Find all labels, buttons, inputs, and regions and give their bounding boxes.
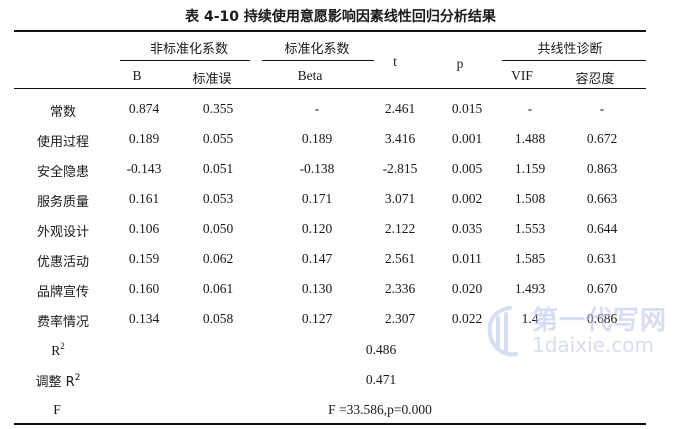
- cell-b: 0.160: [128, 281, 160, 296]
- cell-t: 2.307: [384, 311, 416, 326]
- cell-tol: 0.644: [586, 221, 618, 236]
- cell-vif: 1.585: [514, 251, 546, 266]
- row-label: 安全隐患: [36, 165, 90, 180]
- cell-se: 0.051: [202, 161, 234, 176]
- cell-b: -0.143: [126, 161, 162, 176]
- cell-beta: 0.147: [301, 251, 333, 266]
- f-label: F: [53, 402, 61, 417]
- cell-p: 0.035: [451, 221, 483, 236]
- header-b: B: [132, 68, 142, 83]
- row-label: 品牌宣传: [36, 285, 90, 300]
- cell-vif: 1.493: [514, 281, 546, 296]
- cell-tol: -: [599, 101, 605, 116]
- cell-vif: 1.488: [514, 131, 546, 146]
- cell-beta: 0.189: [301, 131, 333, 146]
- cell-tol: 0.663: [586, 191, 618, 206]
- cell-vif: 1.159: [514, 161, 546, 176]
- cell-p: 0.015: [451, 101, 483, 116]
- top-rule: [14, 30, 646, 32]
- cell-se: 0.053: [202, 191, 234, 206]
- bottom-rule: [14, 423, 646, 425]
- header-tol: 容忍度: [575, 72, 615, 87]
- adj-r2-value: 0.471: [365, 372, 397, 387]
- cell-p: 0.022: [451, 311, 483, 326]
- cell-b: 0.106: [128, 221, 160, 236]
- row-label: 外观设计: [36, 225, 90, 240]
- cell-tol: 0.672: [586, 131, 618, 146]
- f-value: F =33.586,p=0.000: [328, 402, 432, 417]
- cell-tol: 0.670: [586, 281, 618, 296]
- cell-se: 0.058: [202, 311, 234, 326]
- cell-t: 3.071: [384, 191, 416, 206]
- cell-se: 0.061: [202, 281, 234, 296]
- watermark-cn: 第一代写网: [532, 306, 668, 336]
- cell-beta: -0.138: [299, 161, 335, 176]
- cell-t: -2.815: [382, 161, 418, 176]
- r2-label: R2: [51, 341, 65, 358]
- cell-tol: 0.686: [586, 311, 618, 326]
- header-p: p: [456, 56, 464, 71]
- watermark-en: 1daixie.com: [532, 333, 655, 357]
- cell-t: 3.416: [384, 131, 416, 146]
- header-vif: VIF: [511, 68, 533, 83]
- header-se: 标准误: [192, 72, 232, 87]
- header-unstd: 非标准化系数: [149, 42, 229, 57]
- cell-b: 0.159: [128, 251, 160, 266]
- cell-p: 0.020: [451, 281, 483, 296]
- header-coll: 共线性诊断: [537, 42, 603, 57]
- row-label: 费率情况: [36, 315, 90, 330]
- cell-se: 0.050: [202, 221, 234, 236]
- cell-b: 0.189: [128, 131, 160, 146]
- cell-beta: 0.130: [301, 281, 333, 296]
- watermark: 第一代写网 1daixie.com: [480, 300, 680, 360]
- cell-b: 0.161: [128, 191, 160, 206]
- cell-vif: 1.4: [521, 311, 539, 326]
- cell-se: 0.062: [202, 251, 234, 266]
- table-title: 表 4-10 持续使用意愿影响因素线性回归分析结果: [185, 9, 496, 25]
- row-label: 优惠活动: [36, 255, 90, 270]
- cell-tol: 0.863: [586, 161, 618, 176]
- cell-t: 2.122: [384, 221, 416, 236]
- header-std: 标准化系数: [284, 42, 350, 57]
- std-underline: [262, 60, 374, 61]
- cell-beta: 0.127: [301, 311, 333, 326]
- cell-t: 2.561: [384, 251, 416, 266]
- row-label: 服务质量: [36, 195, 90, 210]
- cell-p: 0.002: [451, 191, 483, 206]
- header-t: t: [393, 54, 397, 69]
- cell-vif: 1.508: [514, 191, 546, 206]
- unstd-underline: [120, 60, 250, 61]
- cell-vif: -: [527, 101, 533, 116]
- r2-value: 0.486: [365, 342, 397, 357]
- cell-t: 2.461: [384, 101, 416, 116]
- row-label: 使用过程: [36, 135, 90, 150]
- cell-beta: 0.120: [301, 221, 333, 236]
- cell-p: 0.001: [451, 131, 483, 146]
- cell-tol: 0.631: [586, 251, 618, 266]
- cell-beta: 0.171: [301, 191, 333, 206]
- cell-se: 0.055: [202, 131, 234, 146]
- cell-se: 0.355: [202, 101, 234, 116]
- header-bottom-rule: [14, 88, 646, 89]
- cell-p: 0.005: [451, 161, 483, 176]
- adj-r2-label: 调整 R2: [35, 373, 81, 390]
- coll-underline: [502, 60, 646, 61]
- cell-t: 2.336: [384, 281, 416, 296]
- cell-b: 0.874: [128, 101, 160, 116]
- header-beta: Beta: [297, 68, 323, 83]
- cell-vif: 1.553: [514, 221, 546, 236]
- cell-beta: -: [314, 101, 320, 116]
- cell-b: 0.134: [128, 311, 160, 326]
- cell-p: 0.011: [452, 251, 482, 266]
- row-label: 常数: [49, 105, 77, 120]
- watermark-logo-icon: [487, 306, 518, 357]
